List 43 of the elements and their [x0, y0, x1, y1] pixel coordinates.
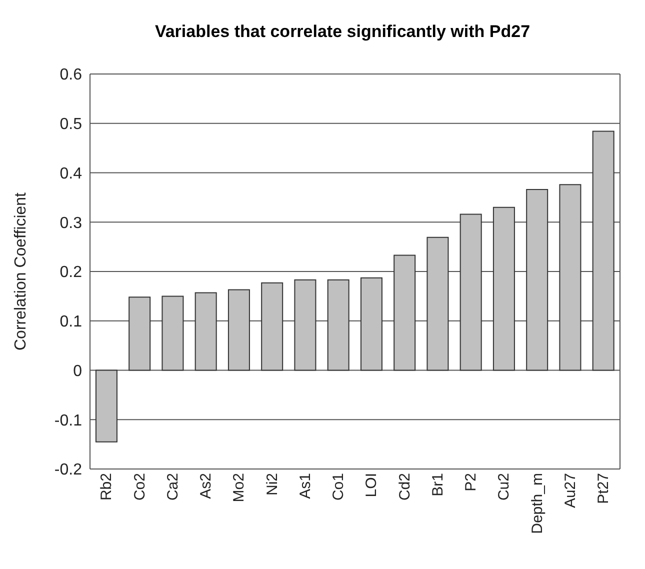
y-tick-label: 0.4	[60, 165, 82, 182]
bar	[460, 214, 482, 371]
bar	[128, 296, 151, 371]
x-tick-label: Au27	[562, 473, 579, 508]
bar	[327, 279, 350, 371]
bar	[592, 130, 614, 371]
x-tick-label: Br1	[429, 473, 446, 496]
y-tick-label: 0.3	[60, 214, 82, 232]
x-tick-label: Ca2	[164, 473, 182, 501]
x-tick-label: Co1	[330, 473, 348, 501]
bar	[261, 282, 284, 371]
y-tick-label: 0.6	[60, 66, 82, 84]
x-tick-label: Pt27	[595, 473, 612, 504]
x-tick-label: As2	[198, 473, 215, 499]
chart-title: Variables that correlate significantly with Pd27	[154, 21, 532, 43]
bar	[492, 206, 515, 371]
x-tick-label: Rb2	[98, 473, 116, 501]
x-tick-label: P2	[462, 473, 480, 492]
x-tick-label: Ni2	[264, 473, 281, 496]
bar	[194, 292, 217, 371]
bar	[294, 279, 316, 371]
bar	[228, 289, 250, 371]
bar	[360, 277, 382, 371]
x-tick-label: Mo2	[230, 473, 248, 502]
bar	[394, 254, 416, 371]
y-tick-label: 0.2	[60, 264, 82, 282]
y-tick-label: -0.1	[54, 412, 82, 430]
y-tick-label: 0.1	[60, 314, 82, 331]
x-tick-label: Co2	[131, 473, 148, 501]
y-tick-label: 0	[73, 362, 82, 380]
x-tick-label: Depth_m	[528, 473, 546, 534]
bar	[526, 189, 548, 371]
y-tick-label: 0.5	[60, 116, 82, 134]
x-tick-label: As1	[296, 473, 314, 499]
x-tick-label: Cu2	[496, 473, 513, 501]
bar	[426, 236, 449, 371]
bar	[95, 370, 118, 442]
y-tick-label: -0.2	[54, 462, 82, 479]
bar	[559, 184, 582, 371]
x-tick-label: LOI	[363, 473, 380, 498]
x-tick-label: Cd2	[396, 473, 414, 501]
bar	[162, 296, 184, 371]
y-axis-title: Correlation Coefficient	[12, 192, 30, 351]
